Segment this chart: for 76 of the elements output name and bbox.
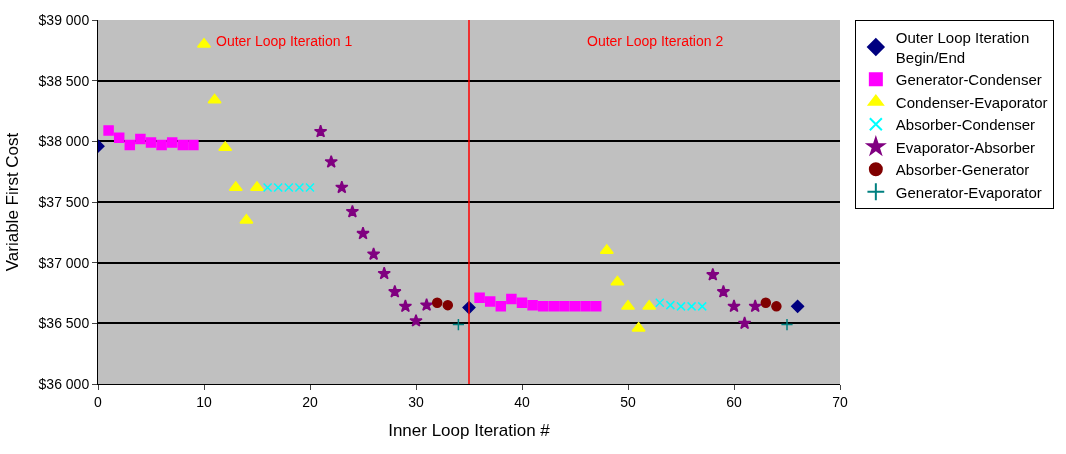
point — [516, 297, 528, 308]
y-tick-label: $36 000 — [38, 375, 90, 392]
point — [706, 267, 720, 281]
annotation: Outer Loop Iteration 1 — [216, 33, 353, 49]
point — [366, 247, 381, 261]
point — [388, 284, 402, 298]
x-tick-label: 20 — [302, 393, 318, 410]
legend-label: Evaporator-Absorber — [895, 138, 1036, 156]
point — [431, 297, 443, 308]
point — [207, 93, 222, 104]
point — [760, 297, 772, 308]
point — [313, 124, 328, 138]
point — [631, 321, 646, 332]
x-tick-label: 30 — [408, 393, 424, 410]
point — [103, 125, 114, 136]
point — [156, 139, 167, 151]
x-tick-label: 0 — [94, 393, 103, 410]
point — [737, 316, 752, 330]
point — [452, 318, 465, 331]
point — [727, 299, 741, 313]
x-tick-label: 10 — [196, 393, 212, 410]
point — [239, 213, 254, 224]
x-tick-label: 50 — [620, 393, 636, 410]
point — [537, 301, 549, 312]
point — [135, 133, 146, 145]
point — [771, 301, 782, 312]
legend-label: Outer Loop Iteration Begin/End — [895, 29, 1030, 66]
legend-label: Condenser-Evaporator — [895, 93, 1048, 111]
point — [398, 299, 413, 313]
point — [442, 299, 454, 311]
legend-label: Absorber-Generator — [895, 161, 1030, 179]
point — [780, 318, 794, 331]
point — [748, 299, 762, 313]
point — [409, 313, 423, 327]
point — [188, 139, 199, 151]
point — [716, 284, 731, 298]
y-tick-label: $38 000 — [38, 133, 90, 150]
point — [506, 293, 517, 305]
point — [484, 296, 496, 307]
legend-label: Generator-Evaporator — [895, 183, 1042, 201]
point — [419, 298, 434, 311]
point — [335, 180, 349, 194]
x-tick-label: 40 — [514, 393, 530, 410]
y-tick-label: $37 000 — [38, 254, 90, 271]
point — [124, 139, 136, 151]
point — [610, 275, 625, 286]
y-tick-label: $37 500 — [38, 193, 90, 210]
point — [599, 244, 614, 255]
point — [580, 301, 591, 312]
x-tick-label: 60 — [726, 393, 742, 410]
y-tick-label: $39 000 — [38, 11, 90, 28]
point — [113, 132, 125, 143]
point — [791, 299, 805, 313]
point — [559, 301, 570, 312]
annotation: Outer Loop Iteration 2 — [587, 33, 724, 49]
legend-label: Absorber-Condenser — [895, 116, 1036, 134]
point — [655, 297, 665, 308]
point — [377, 266, 391, 280]
point — [177, 139, 189, 151]
x-axis-title: Inner Loop Iteration # — [388, 421, 551, 441]
y-tick-label: $38 500 — [38, 72, 90, 89]
point — [166, 137, 178, 148]
point — [527, 299, 538, 311]
y-tick-label: $36 500 — [38, 315, 90, 332]
point — [145, 137, 157, 148]
point — [590, 301, 602, 312]
point — [324, 154, 338, 168]
point — [569, 301, 581, 312]
point — [356, 226, 370, 240]
legend-label: Generator-Condenser — [895, 71, 1042, 89]
point — [548, 301, 560, 312]
point — [495, 301, 507, 312]
point — [474, 292, 485, 304]
y-axis-title: Variable First Cost — [3, 132, 23, 272]
x-tick-label: 70 — [832, 393, 848, 410]
point — [345, 204, 360, 218]
